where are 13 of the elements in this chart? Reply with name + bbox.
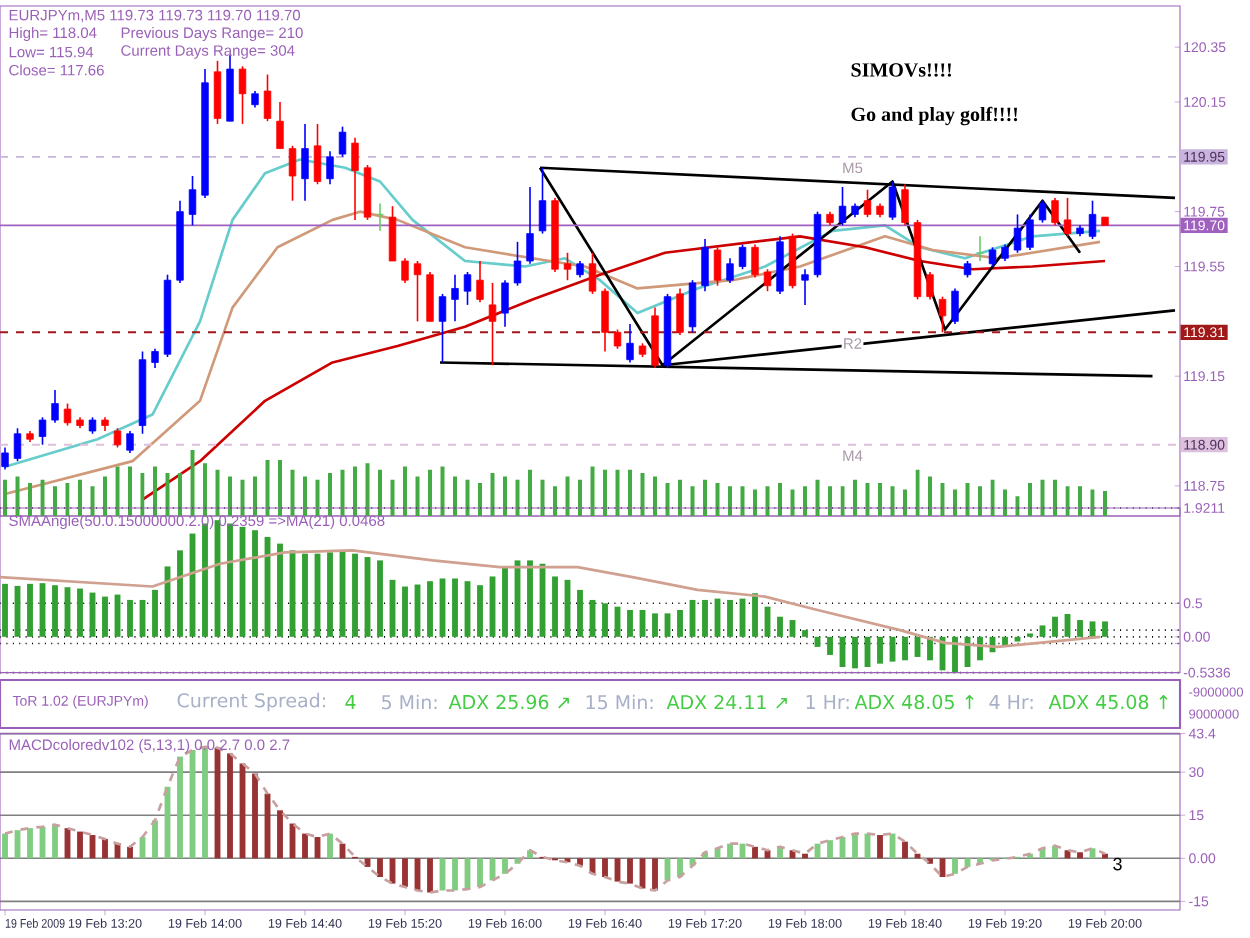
- annotation: Go and play golf!!!!: [851, 106, 1018, 126]
- text: ADX 24.11 ↗: [666, 694, 787, 710]
- text: 1 Hr:: [806, 695, 849, 709]
- text: ADX 48.05 ↑: [854, 694, 974, 710]
- annotation: 3: [1113, 857, 1122, 871]
- text: 15 Min:: [586, 694, 653, 710]
- text: 4 Hr:: [989, 695, 1033, 709]
- text: Current Spread:: [177, 692, 325, 712]
- text: ADX 25.96 ↗: [448, 694, 569, 710]
- text: ADX 45.08 ↑: [1048, 694, 1168, 710]
- annotation: SIMOVs!!!!: [851, 63, 952, 77]
- text: 4: [345, 695, 356, 709]
- text: 5 Min:: [382, 694, 437, 710]
